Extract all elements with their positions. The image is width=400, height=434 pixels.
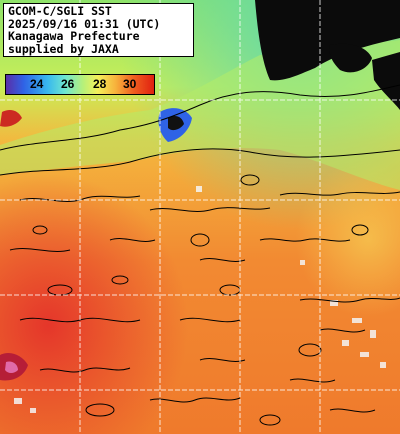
timestamp: 2025/09/16 01:31 (UTC) bbox=[8, 16, 161, 31]
title-box: GCOM-C/SGLI SST 2025/09/16 01:31 (UTC) K… bbox=[3, 3, 194, 57]
warm-pocket-core bbox=[5, 361, 18, 373]
color-legend: 24 26 28 30 bbox=[5, 74, 155, 95]
cloud-speckle bbox=[14, 186, 386, 413]
credit-label: supplied by JAXA bbox=[8, 41, 119, 56]
legend-tick: 28 bbox=[93, 77, 107, 91]
sensor-title: GCOM-C/SGLI SST bbox=[8, 4, 112, 18]
legend-tick: 26 bbox=[61, 77, 75, 91]
bay-shore bbox=[168, 116, 184, 131]
region-label: Kanagawa Prefecture bbox=[8, 29, 140, 44]
legend-tick: 30 bbox=[123, 77, 137, 91]
legend-tick: 24 bbox=[30, 77, 44, 91]
coastal-cool-band bbox=[0, 40, 400, 190]
land-mass bbox=[0, 0, 400, 127]
